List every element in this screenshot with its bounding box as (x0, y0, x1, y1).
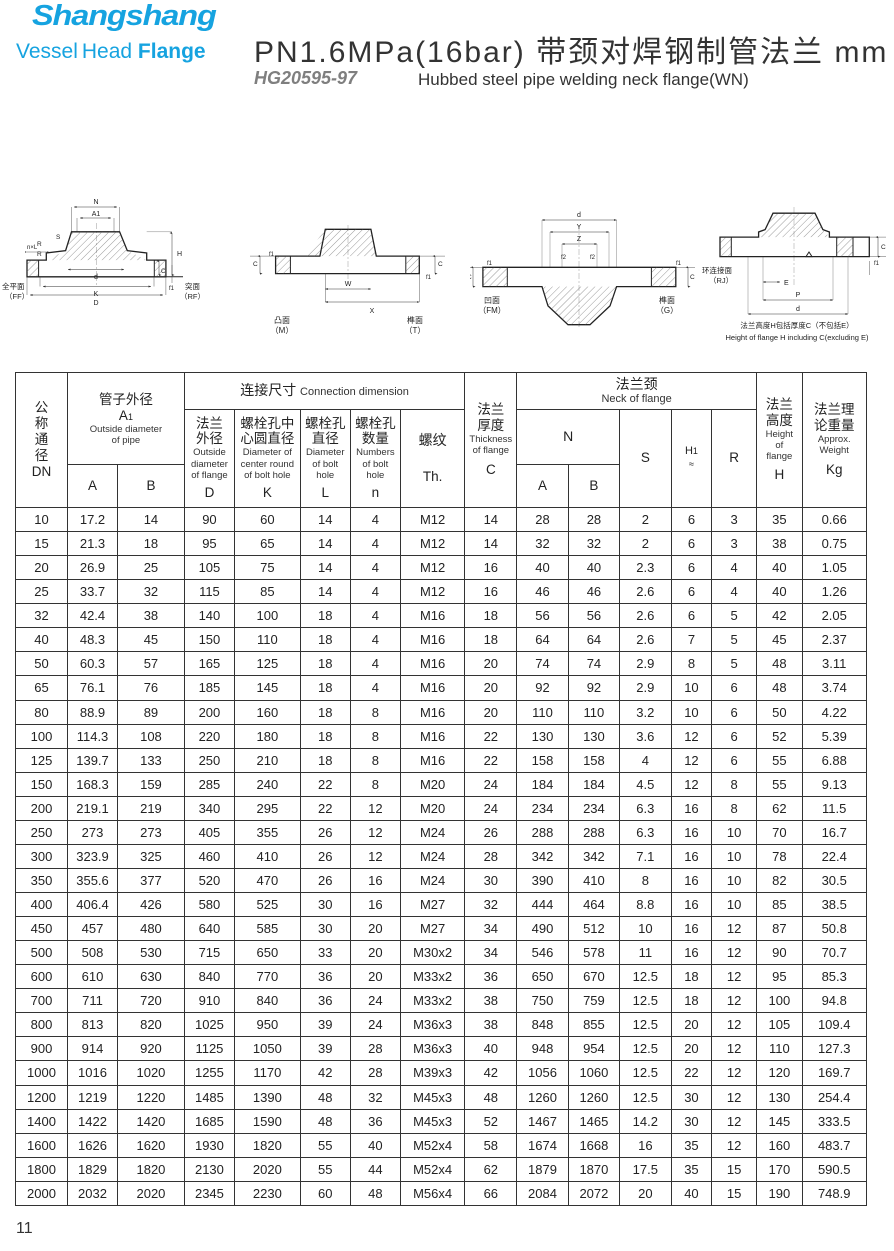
svg-text:f2: f2 (590, 255, 596, 261)
svg-text:（FF）: （FF） (5, 292, 29, 301)
svg-text:D: D (93, 300, 98, 307)
svg-text:S: S (56, 234, 61, 241)
svg-text:f2: f2 (561, 255, 567, 261)
svg-text:榫面: 榫面 (659, 295, 675, 305)
svg-text:W: W (345, 281, 352, 288)
svg-text:A1: A1 (92, 211, 101, 218)
svg-text:X: X (370, 308, 375, 315)
svg-text:（FM）: （FM） (478, 306, 506, 315)
svg-text:Z: Z (577, 236, 582, 243)
svg-text:d: d (796, 306, 800, 313)
svg-text:突面: 突面 (185, 281, 200, 291)
svg-text:d: d (577, 212, 581, 219)
svg-text:（RJ）: （RJ） (709, 276, 733, 285)
svg-text:（G）: （G） (656, 306, 678, 315)
svg-text:Y: Y (577, 224, 582, 231)
svg-text:f1: f1 (169, 286, 175, 292)
svg-text:N: N (93, 199, 98, 206)
svg-text:环连接面: 环连接面 (702, 265, 732, 275)
svg-text:f1: f1 (874, 261, 880, 267)
svg-text:C: C (253, 261, 258, 268)
svg-text:（M）: （M） (271, 326, 294, 335)
svg-text:C: C (881, 244, 886, 251)
svg-text:C: C (470, 274, 472, 281)
svg-text:凹面: 凹面 (484, 296, 500, 305)
svg-text:C: C (438, 261, 443, 268)
svg-text:f1: f1 (269, 252, 275, 258)
svg-text:凸面: 凸面 (274, 316, 290, 325)
svg-text:Height of flange H including C: Height of flange H including C(excluding… (726, 333, 869, 342)
svg-text:f1: f1 (676, 261, 682, 267)
svg-text:法兰高度H包括厚度C（不包括E）: 法兰高度H包括厚度C（不包括E） (740, 320, 853, 330)
svg-text:f1: f1 (487, 261, 493, 267)
svg-text:P: P (796, 292, 801, 299)
svg-text:E: E (784, 280, 789, 287)
svg-text:R: R (37, 241, 42, 248)
svg-text:榫面: 榫面 (407, 315, 423, 325)
svg-text:（RF）: （RF） (180, 292, 205, 301)
svg-text:d: d (94, 274, 98, 281)
svg-text:n×L: n×L (27, 245, 38, 251)
svg-text:全平面: 全平面 (2, 281, 25, 291)
svg-text:（T）: （T） (405, 326, 426, 335)
svg-text:f1: f1 (426, 275, 432, 281)
svg-text:H: H (177, 251, 182, 258)
svg-text:C: C (161, 269, 166, 275)
svg-text:K: K (94, 291, 99, 298)
svg-text:C: C (690, 274, 695, 281)
